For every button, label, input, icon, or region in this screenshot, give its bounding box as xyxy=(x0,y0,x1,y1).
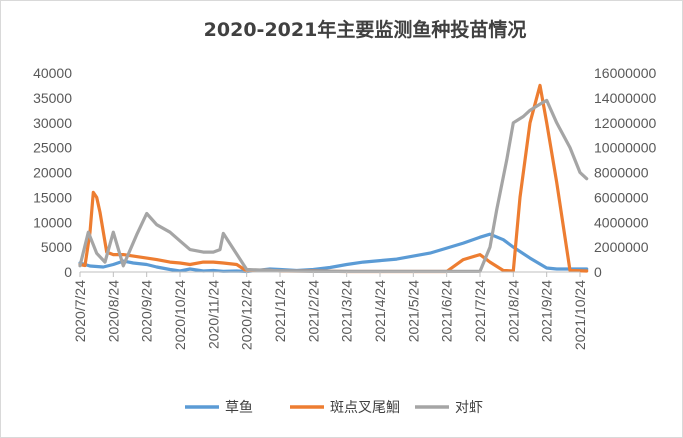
chart-title: 2020-2021年主要监测鱼种投苗情况 xyxy=(204,18,527,41)
legend-label: 对虾 xyxy=(455,400,483,416)
right-y-axis: 0 2000000 4000000 6000000 8000000 10000000 120… xyxy=(594,65,657,280)
right-y-tick-label: 2000000 xyxy=(594,239,649,255)
right-y-tick-label: 14000000 xyxy=(594,90,657,106)
x-tick-label: 2021/7/24 xyxy=(472,280,488,342)
right-y-tick-label: 4000000 xyxy=(594,214,649,230)
x-tick-label: 2021/4/24 xyxy=(372,280,388,342)
right-y-tick-label: 12000000 xyxy=(594,115,657,131)
x-tick-label: 2021/5/24 xyxy=(405,280,421,342)
x-tick-label: 2020/11/24 xyxy=(205,280,221,349)
left-y-tick-label: 40000 xyxy=(33,65,72,81)
x-tick-label: 2021/2/24 xyxy=(305,280,321,342)
x-tick-label: 2020/9/24 xyxy=(139,280,155,342)
right-y-tick-label: 10000000 xyxy=(594,140,657,156)
left-y-tick-label: 5000 xyxy=(41,239,72,255)
right-y-tick-label: 6000000 xyxy=(594,189,649,205)
right-y-tick-label: 16000000 xyxy=(594,65,657,81)
x-tick-label: 2021/8/24 xyxy=(505,280,521,342)
left-y-axis: 0 5000 10000 15000 20000 25000 30000 35000 40000 xyxy=(33,65,72,280)
left-y-tick-label: 25000 xyxy=(33,140,72,156)
x-tick-label: 2020/10/24 xyxy=(172,280,188,350)
x-tick-label: 2020/12/24 xyxy=(239,280,255,350)
x-tick-label: 2021/9/24 xyxy=(539,280,555,342)
x-tick-label: 2021/1/24 xyxy=(272,280,288,342)
left-y-tick-label: 15000 xyxy=(33,189,72,205)
x-tick-label: 2020/7/24 xyxy=(72,280,88,342)
series-line-对虾 xyxy=(78,98,589,273)
x-tick-label: 2021/3/24 xyxy=(339,280,355,342)
legend-label: 斑点叉尾鮰 xyxy=(330,400,400,416)
legend-label: 草鱼 xyxy=(225,399,253,416)
legend: 草鱼 斑点叉尾鮰 对虾 xyxy=(185,399,483,416)
left-y-tick-label: 35000 xyxy=(33,90,72,106)
left-y-tick-label: 10000 xyxy=(33,214,72,230)
left-y-tick-label: 30000 xyxy=(33,115,72,131)
left-y-tick-label: 20000 xyxy=(33,165,72,181)
series-line-草鱼 xyxy=(78,232,589,274)
right-y-tick-label: 0 xyxy=(594,264,602,280)
left-y-tick-label: 0 xyxy=(64,264,72,280)
x-axis: 2020/7/24 2020/8/24 2020/9/24 2020/10/24 202… xyxy=(72,271,588,350)
x-tick-label: 2021/6/24 xyxy=(439,280,455,342)
x-tick-label: 2021/10/24 xyxy=(572,280,588,350)
right-y-tick-label: 8000000 xyxy=(594,165,649,181)
x-tick-label: 2020/8/24 xyxy=(105,280,121,342)
plot-area xyxy=(78,83,589,274)
